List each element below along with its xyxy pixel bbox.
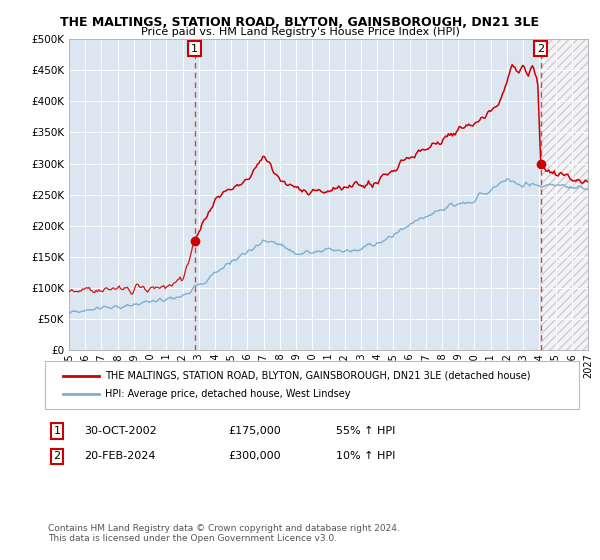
Text: THE MALTINGS, STATION ROAD, BLYTON, GAINSBOROUGH, DN21 3LE (detached house): THE MALTINGS, STATION ROAD, BLYTON, GAIN… xyxy=(105,371,530,381)
Bar xyxy=(541,39,588,350)
Text: 55% ↑ HPI: 55% ↑ HPI xyxy=(336,426,395,436)
Text: HPI: Average price, detached house, West Lindsey: HPI: Average price, detached house, West… xyxy=(105,389,350,399)
Text: £300,000: £300,000 xyxy=(228,451,281,461)
Text: 1: 1 xyxy=(191,44,198,54)
Text: £175,000: £175,000 xyxy=(228,426,281,436)
Text: 20-FEB-2024: 20-FEB-2024 xyxy=(84,451,155,461)
Text: 2: 2 xyxy=(537,44,544,54)
Text: 2: 2 xyxy=(53,451,61,461)
Text: This data is licensed under the Open Government Licence v3.0.: This data is licensed under the Open Gov… xyxy=(48,534,337,543)
Text: THE MALTINGS, STATION ROAD, BLYTON, GAINSBOROUGH, DN21 3LE: THE MALTINGS, STATION ROAD, BLYTON, GAIN… xyxy=(61,16,539,29)
Text: Contains HM Land Registry data © Crown copyright and database right 2024.: Contains HM Land Registry data © Crown c… xyxy=(48,524,400,533)
Text: Price paid vs. HM Land Registry's House Price Index (HPI): Price paid vs. HM Land Registry's House … xyxy=(140,27,460,37)
Text: 30-OCT-2002: 30-OCT-2002 xyxy=(84,426,157,436)
Text: 1: 1 xyxy=(53,426,61,436)
Text: 10% ↑ HPI: 10% ↑ HPI xyxy=(336,451,395,461)
